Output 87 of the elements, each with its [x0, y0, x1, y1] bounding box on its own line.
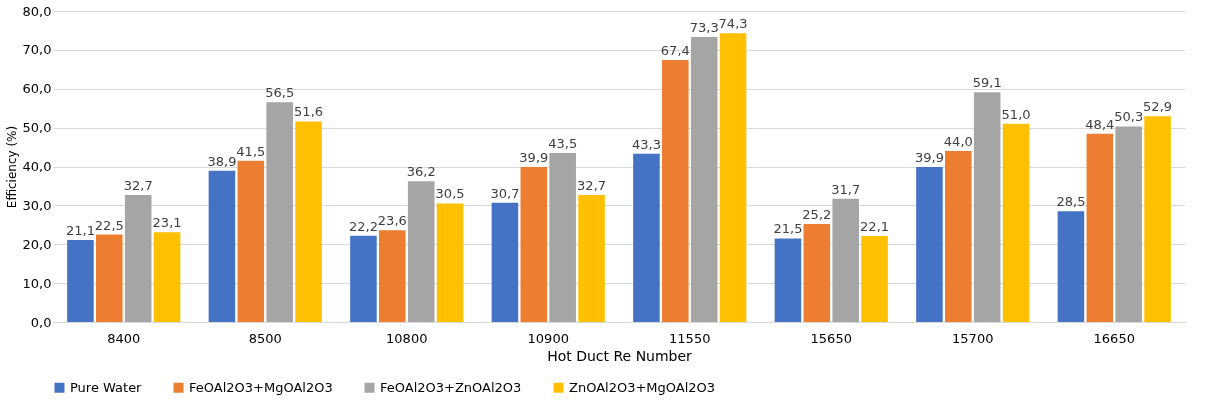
legend-label: FeOAl2O3+ZnOAl2O3 — [380, 379, 522, 395]
bar — [1002, 123, 1030, 322]
bar — [1057, 211, 1085, 322]
bar — [124, 194, 152, 322]
data-label: 23,6 — [377, 213, 407, 229]
bar — [690, 37, 718, 322]
y-axis-title: Efficiency (%) — [4, 125, 19, 209]
x-tick-label: 15650 — [810, 330, 852, 346]
bar — [520, 166, 548, 322]
y-tick-label: 80,0 — [22, 3, 52, 19]
y-tick-label: 70,0 — [22, 42, 52, 58]
data-label: 39,9 — [519, 149, 549, 165]
data-label: 25,2 — [802, 207, 832, 223]
bar — [832, 198, 859, 322]
bar — [153, 232, 181, 322]
data-label: 43,5 — [548, 135, 578, 151]
y-tick-label: 0,0 — [30, 314, 52, 330]
bar — [1086, 133, 1114, 322]
bar — [266, 102, 293, 322]
bar — [803, 224, 831, 322]
data-label: 52,9 — [1143, 99, 1173, 115]
data-label: 30,5 — [435, 186, 465, 202]
data-label: 74,3 — [718, 16, 748, 32]
bar — [1115, 126, 1142, 322]
data-label: 32,7 — [123, 177, 153, 193]
data-label: 22,2 — [348, 218, 378, 234]
y-tick-label: 40,0 — [22, 159, 52, 174]
data-label: 28,5 — [1056, 194, 1086, 210]
bar — [719, 33, 747, 322]
bar — [67, 239, 94, 322]
legend-label: FeOAl2O3+MgOAl2O3 — [189, 379, 333, 395]
data-label: 41,5 — [236, 143, 266, 159]
x-axis-title: Hot Duct Re Number — [547, 347, 693, 364]
data-label: 48,4 — [1085, 116, 1115, 132]
data-label: 73,3 — [689, 20, 719, 36]
data-label: 44,0 — [943, 133, 973, 149]
bar — [973, 92, 1001, 322]
bar — [491, 202, 519, 322]
bar — [407, 181, 435, 322]
bar — [295, 121, 322, 322]
data-label: 22,1 — [860, 219, 890, 235]
bar — [436, 203, 464, 322]
data-label: 21,5 — [773, 221, 803, 237]
x-tick-label: 11550 — [669, 330, 711, 346]
data-label: 56,5 — [265, 85, 295, 101]
data-label: 51,0 — [1001, 106, 1031, 122]
x-tick-label: 10800 — [386, 330, 428, 346]
bar — [578, 194, 605, 322]
x-tick-label: 15700 — [952, 330, 994, 346]
bar — [96, 234, 123, 322]
data-label: 22,5 — [94, 217, 124, 233]
data-label: 67,4 — [660, 42, 690, 58]
y-tick-label: 60,0 — [22, 81, 52, 97]
x-tick-label: 10900 — [527, 330, 569, 346]
bar — [662, 59, 689, 322]
data-label: 51,6 — [294, 104, 324, 120]
data-label: 38,9 — [207, 153, 237, 169]
bar — [861, 236, 888, 322]
bar — [774, 238, 802, 322]
data-label: 32,7 — [577, 177, 607, 193]
bar — [379, 230, 406, 322]
bar — [208, 170, 236, 322]
bar — [916, 166, 943, 322]
bar — [549, 152, 576, 322]
x-tick-label: 8500 — [248, 330, 282, 346]
y-tick-label: 10,0 — [22, 275, 52, 291]
bar — [633, 153, 660, 322]
data-label: 31,7 — [831, 181, 861, 197]
data-label: 21,1 — [65, 222, 95, 238]
data-label: 59,1 — [972, 75, 1002, 91]
data-label: 36,2 — [406, 164, 436, 180]
y-tick-label: 20,0 — [22, 236, 52, 252]
y-tick-label: 30,0 — [22, 197, 52, 213]
legend-label: ZnOAl2O3+MgOAl2O3 — [569, 379, 716, 395]
data-label: 23,1 — [152, 215, 182, 231]
bar — [350, 235, 377, 322]
bar — [1144, 116, 1171, 322]
legend-label: Pure Water — [70, 379, 143, 395]
bar — [945, 150, 972, 322]
x-tick-label: 16650 — [1093, 330, 1135, 346]
data-label: 39,9 — [914, 149, 944, 165]
data-label: 50,3 — [1114, 109, 1144, 125]
y-tick-label: 50,0 — [22, 120, 52, 136]
bar — [237, 160, 265, 322]
data-label: 30,7 — [490, 185, 520, 201]
x-tick-label: 8400 — [107, 330, 141, 346]
data-label: 43,3 — [631, 136, 661, 152]
